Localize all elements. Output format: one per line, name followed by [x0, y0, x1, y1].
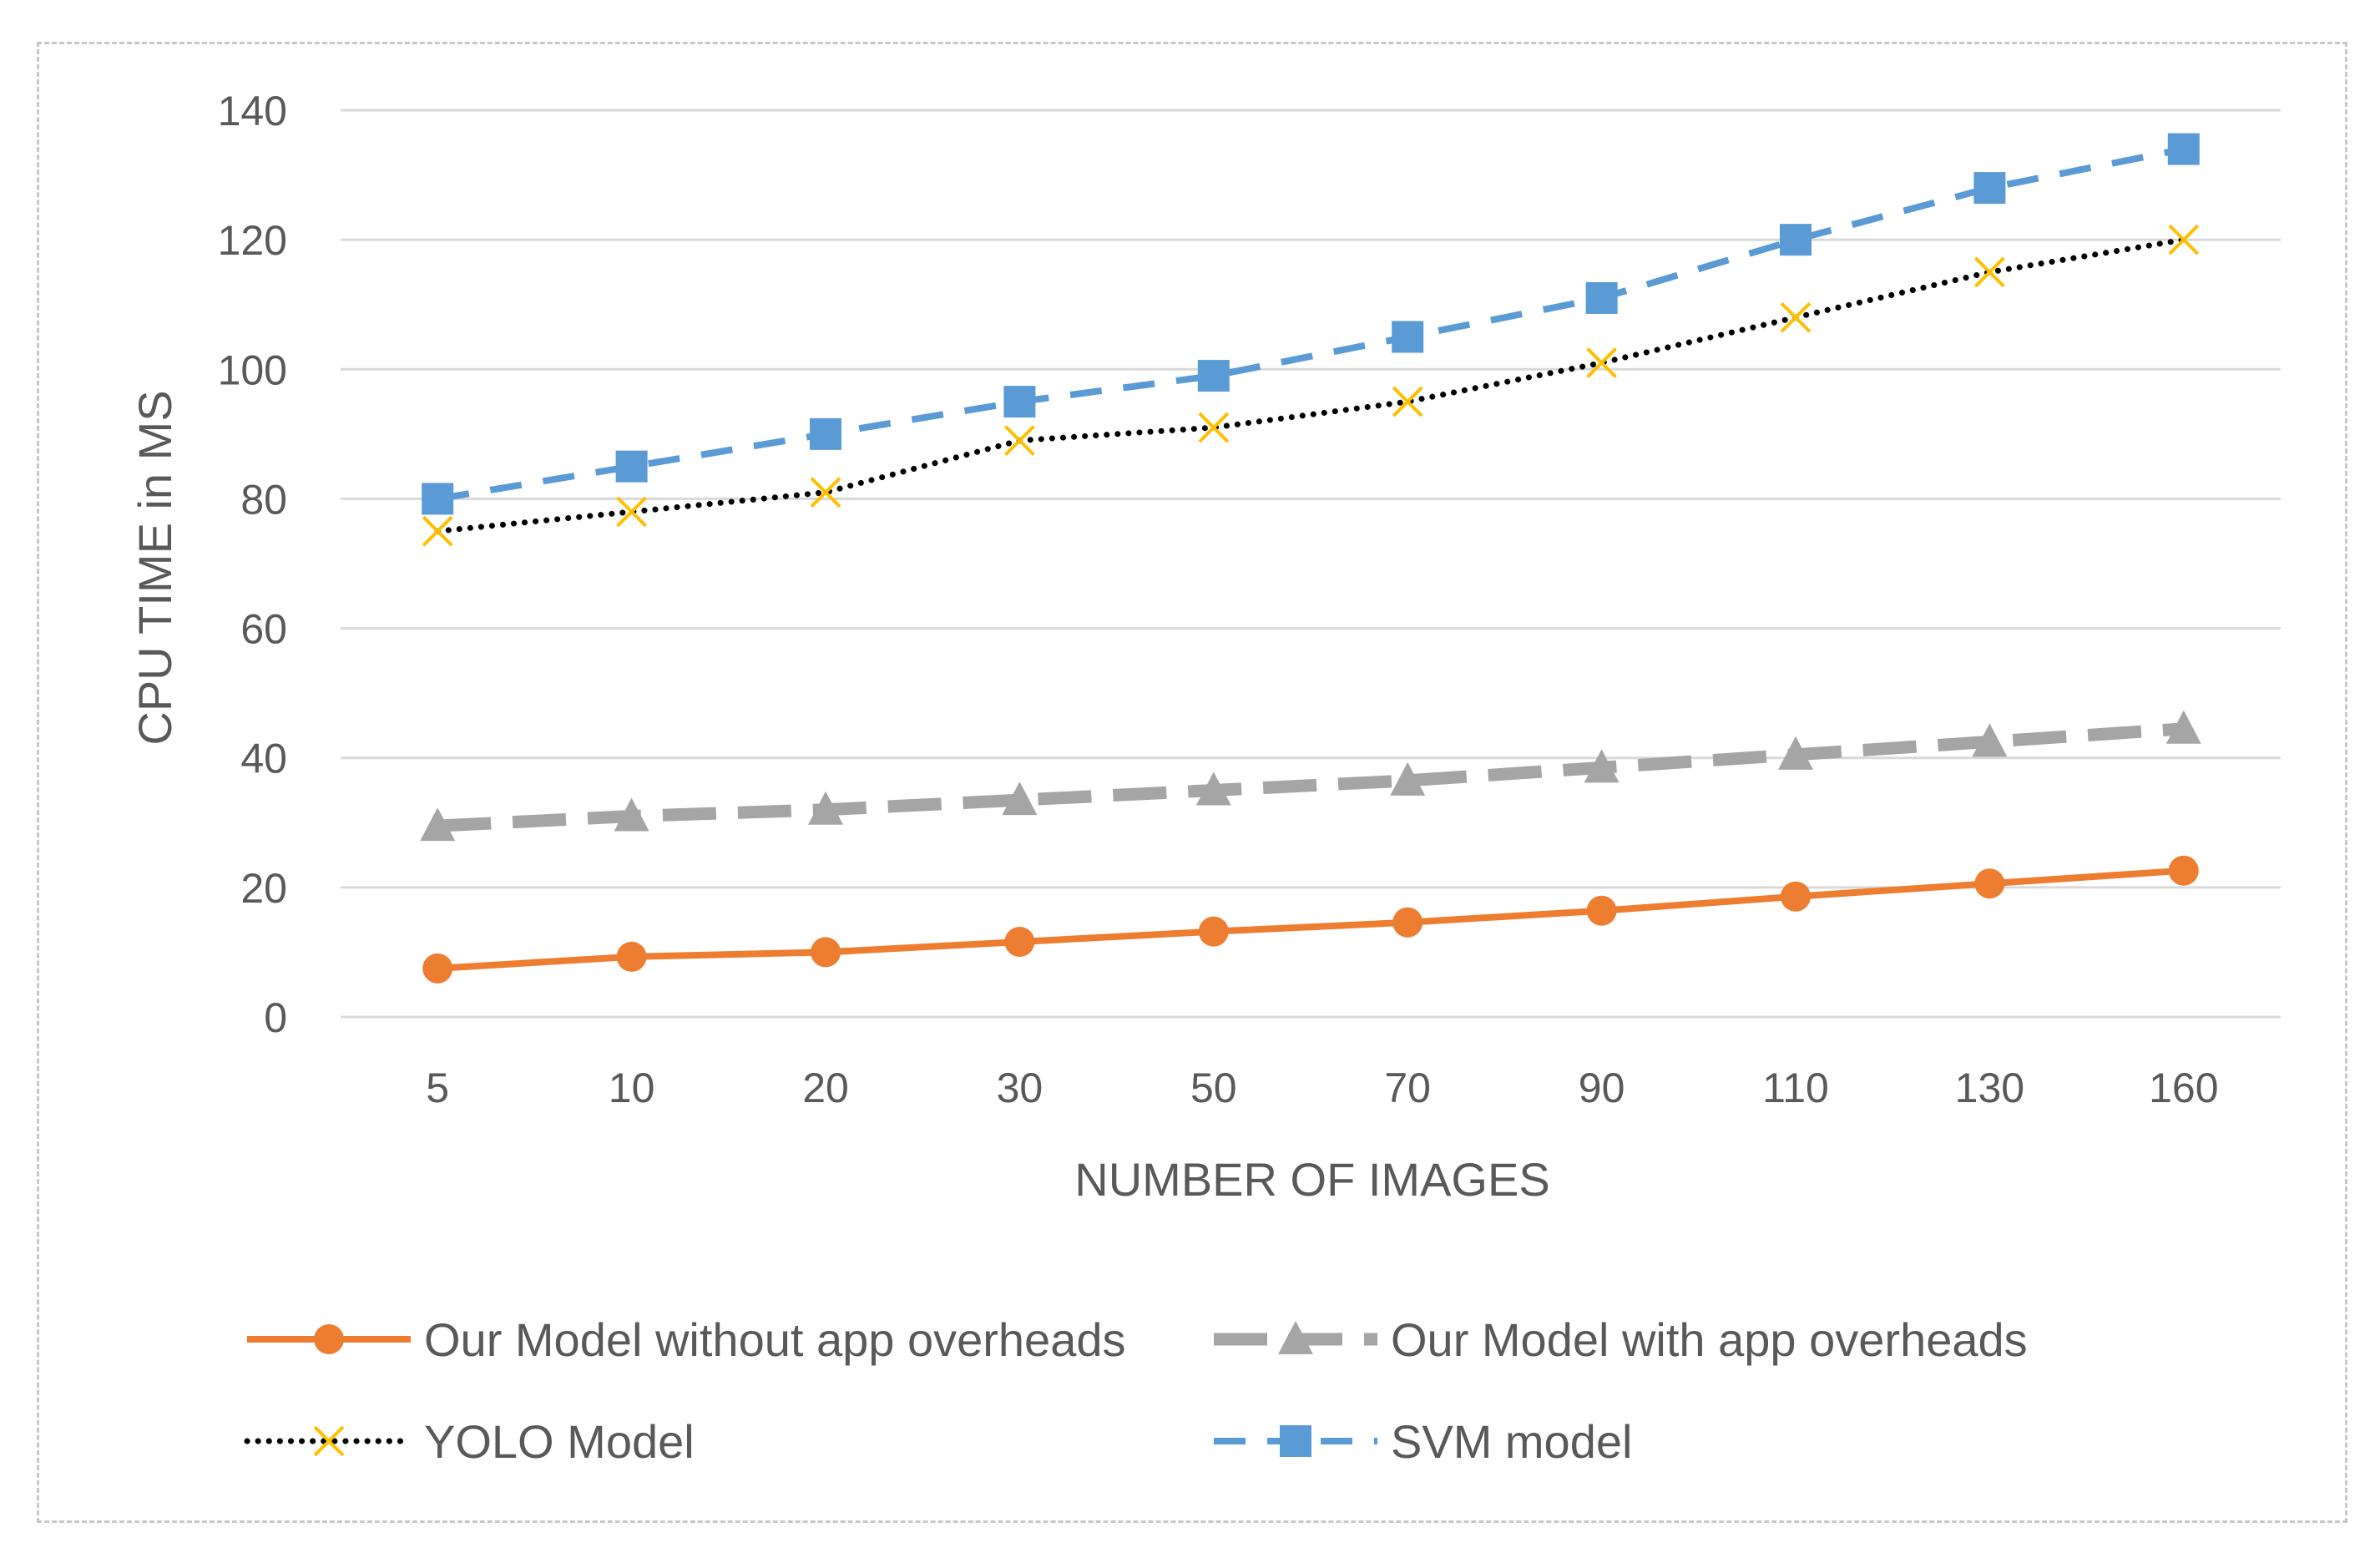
data-point-marker — [1197, 360, 1230, 392]
marker-stroke — [1973, 256, 2005, 288]
data-point-marker — [1004, 927, 1035, 958]
data-point-marker — [1780, 301, 1812, 333]
data-point-marker — [808, 791, 843, 825]
y-axis-title: CPU TIME in MS — [129, 390, 181, 745]
data-point-marker — [420, 807, 456, 842]
data-point-marker — [1392, 907, 1423, 938]
legend-item: Our Model without app overheads — [247, 1313, 1126, 1366]
y-tick-label: 40 — [240, 736, 287, 782]
data-point-marker — [616, 941, 647, 972]
data-point-marker — [422, 483, 454, 515]
x-axis-title: NUMBER OF IMAGES — [1074, 1153, 1549, 1206]
y-tick-label: 80 — [240, 476, 287, 523]
data-point-marker — [1003, 386, 1036, 418]
data-point-marker — [811, 937, 841, 968]
series-yolo-model — [422, 224, 2200, 547]
x-tick-label: 20 — [802, 1065, 849, 1111]
y-tick-label: 100 — [218, 347, 287, 393]
data-point-marker — [2168, 855, 2199, 886]
chart-frame — [37, 42, 2347, 1523]
data-point-marker — [1584, 749, 1620, 783]
x-tick-label: 110 — [1762, 1065, 1829, 1111]
data-point-marker — [1198, 412, 1230, 443]
marker-stroke — [422, 515, 453, 547]
series-line — [437, 145, 2185, 503]
legend-item: Our Model with app overheads — [1214, 1313, 2028, 1366]
legend-label: Our Model without app overheads — [424, 1313, 1126, 1366]
series-our-model-without-app-overheads — [422, 855, 2199, 984]
legend-item: YOLO Model — [244, 1415, 695, 1468]
marker-stroke — [810, 477, 841, 508]
x-tick-label: 160 — [2149, 1065, 2218, 1111]
data-point-marker — [1586, 347, 1618, 378]
data-point-marker — [1392, 321, 1424, 353]
marker-stroke — [1198, 412, 1230, 443]
x-tick-label: 70 — [1384, 1065, 1431, 1111]
data-point-marker — [615, 450, 648, 483]
data-point-marker — [422, 515, 453, 547]
data-point-marker — [1973, 256, 2005, 288]
data-point-marker — [1974, 868, 2005, 899]
y-axis-ticks: 0 20 40 60 80 100 120 140 — [218, 88, 287, 1041]
data-point-marker — [1390, 761, 1426, 796]
x-tick-label: 50 — [1190, 1065, 1237, 1111]
legend-label: Our Model with app overheads — [1391, 1313, 2028, 1366]
series-svm-model — [422, 133, 2200, 515]
series-line — [434, 236, 2187, 534]
data-point-marker — [1198, 916, 1229, 947]
marker-stroke — [2168, 224, 2200, 255]
data-point-marker — [616, 496, 648, 528]
series-our-model-with-app-overheads — [420, 710, 2201, 842]
marker-stroke — [1586, 347, 1618, 378]
y-tick-label: 120 — [218, 217, 287, 264]
data-point-marker — [2167, 133, 2200, 165]
legend: Our Model without app overheads Our Model… — [244, 1313, 2028, 1468]
data-point-marker — [1780, 224, 1812, 256]
data-point-marker — [1392, 386, 1423, 417]
data-point-marker — [1781, 881, 1811, 912]
x-tick-label: 130 — [1955, 1065, 2024, 1111]
x-tick-label: 5 — [426, 1065, 449, 1111]
legend-swatch-marker — [314, 1324, 344, 1354]
series-line — [437, 867, 2185, 972]
marker-stroke — [1780, 301, 1812, 333]
y-tick-label: 60 — [240, 606, 287, 653]
data-point-marker — [2168, 224, 2200, 255]
legend-label: YOLO Model — [424, 1415, 695, 1468]
marker-stroke — [616, 496, 648, 528]
data-point-marker — [1003, 425, 1035, 457]
data-point-marker — [1002, 782, 1038, 816]
data-point-marker — [614, 797, 649, 832]
data-point-marker — [2165, 710, 2201, 744]
legend-swatch-marker — [1278, 1321, 1313, 1354]
y-tick-label: 140 — [218, 88, 287, 134]
x-tick-label: 10 — [609, 1065, 655, 1111]
data-point-marker — [810, 417, 841, 450]
legend-swatch-marker — [1280, 1425, 1311, 1457]
legend-label: SVM model — [1391, 1415, 1632, 1468]
data-point-marker — [1973, 172, 2006, 205]
data-point-marker — [1972, 723, 2008, 757]
x-tick-label: 90 — [1579, 1065, 1625, 1111]
data-point-marker — [1778, 736, 1813, 770]
legend-item: SVM model — [1214, 1415, 1632, 1468]
y-tick-label: 0 — [264, 994, 287, 1041]
data-point-marker — [1585, 281, 1618, 314]
data-point-marker — [810, 477, 841, 508]
data-point-marker — [1195, 771, 1231, 806]
series-line — [437, 722, 2185, 832]
x-tick-label: 30 — [997, 1065, 1043, 1111]
data-point-marker — [422, 953, 453, 984]
y-tick-label: 20 — [240, 865, 287, 912]
series-group — [420, 133, 2201, 984]
x-axis-ticks: 5 10 20 30 50 70 90 110 130 160 — [426, 1065, 2218, 1111]
data-point-marker — [1586, 895, 1617, 926]
marker-stroke — [1392, 386, 1423, 417]
legend-swatch-marker — [313, 1425, 345, 1457]
marker-stroke — [313, 1425, 345, 1457]
marker-stroke — [1003, 425, 1035, 457]
